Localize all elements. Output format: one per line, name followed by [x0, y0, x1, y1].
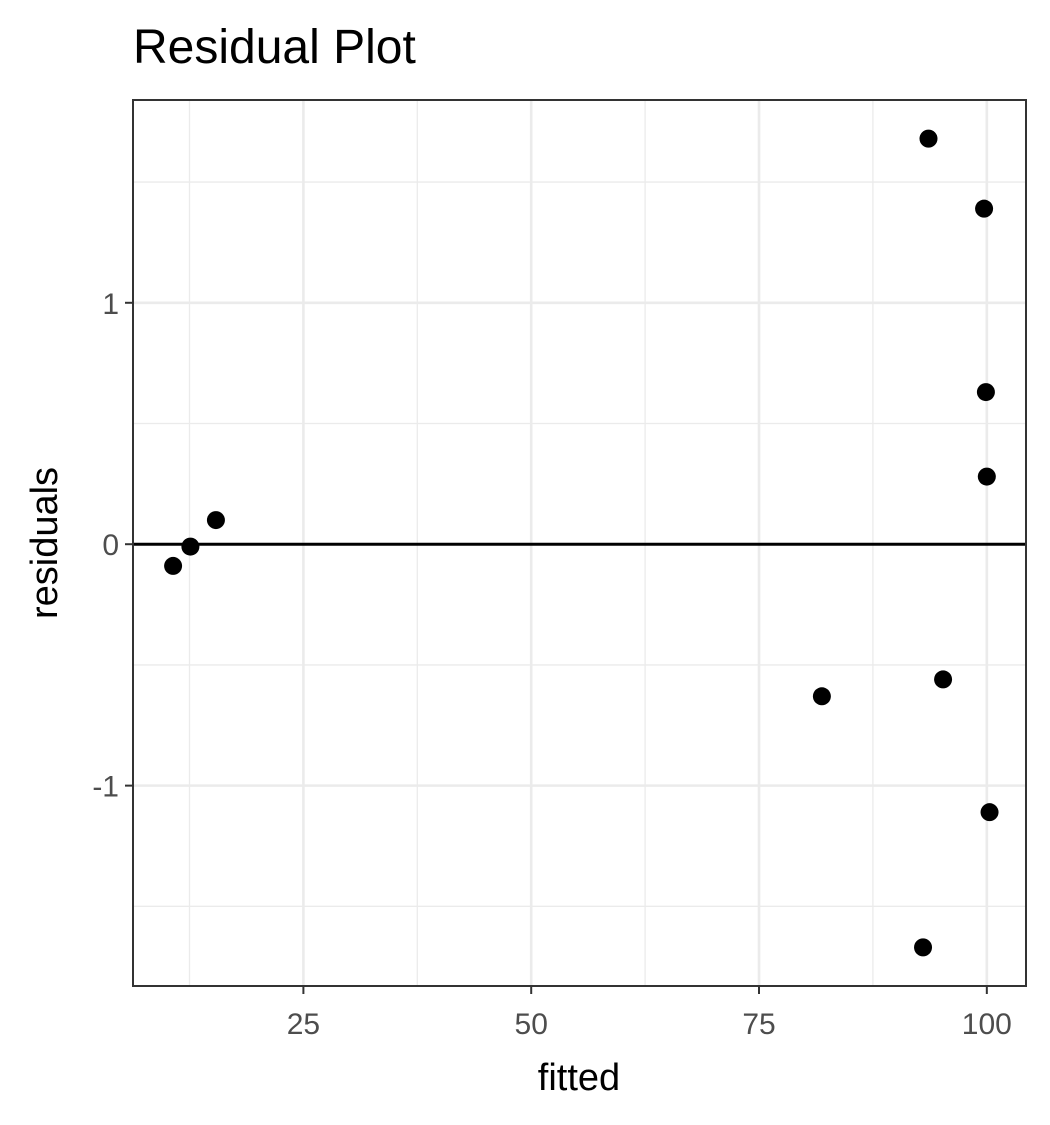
- x-tick-label: 100: [962, 1008, 1012, 1041]
- y-axis-label: residuals: [24, 467, 66, 619]
- data-point: [975, 199, 994, 218]
- x-tick-label: 75: [742, 1008, 775, 1041]
- x-axis-label: fitted: [538, 1057, 620, 1099]
- data-point: [919, 129, 938, 148]
- data-point: [164, 556, 183, 575]
- y-tick-label: -1: [92, 771, 119, 804]
- x-tick-label: 50: [515, 1008, 548, 1041]
- data-point: [206, 511, 225, 530]
- chart-title: Residual Plot: [133, 21, 416, 74]
- data-point: [812, 687, 831, 706]
- data-point: [934, 670, 953, 689]
- x-tick-label: 25: [287, 1008, 320, 1041]
- data-point: [980, 803, 999, 822]
- x-axis: 25 50 75 100: [287, 986, 1012, 1041]
- plot-border: [132, 99, 1027, 987]
- data-point: [976, 383, 995, 402]
- y-axis: -1 0 1: [92, 288, 133, 804]
- y-tick-label: 0: [102, 529, 119, 562]
- data-points: [164, 129, 999, 957]
- data-point: [914, 938, 933, 957]
- data-point: [181, 537, 200, 556]
- y-tick-label: 1: [102, 288, 119, 321]
- data-point: [977, 467, 996, 486]
